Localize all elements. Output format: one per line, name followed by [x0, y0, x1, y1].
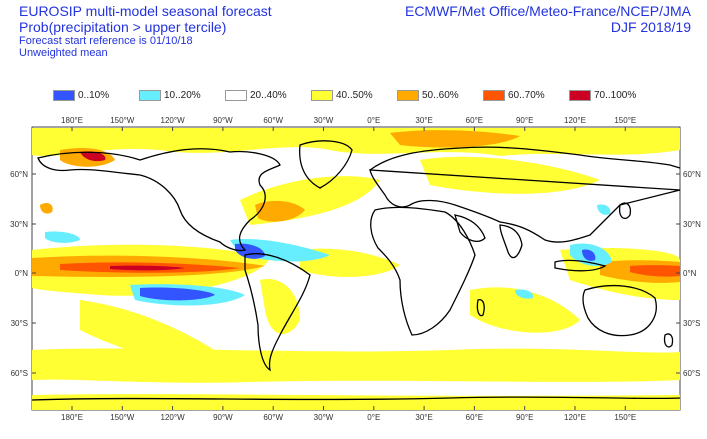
eurasia-coast: [369, 146, 681, 243]
lat-tick-label-right: 60°S: [683, 369, 700, 378]
lat-tick-label-left: 0°N: [15, 269, 29, 278]
lon-tick-label-top: 60°E: [466, 116, 483, 125]
africa-coast: [370, 206, 476, 336]
shade-pacific-blue: [140, 287, 215, 301]
title-right-block: ECMWF/Met Office/Meteo-France/NCEP/JMA D…: [405, 3, 691, 35]
shade-south-pacific-yellow: [80, 300, 230, 363]
shade-s-atlantic-cyan: [515, 289, 534, 299]
lat-tick-label-right: 0°N: [683, 269, 697, 278]
lon-tick-label-top: 120°W: [161, 116, 186, 125]
lon-tick-label-bottom: 150°E: [614, 413, 636, 422]
australia-coast: [582, 284, 657, 337]
shade-n-pacific-orange: [40, 202, 53, 214]
shade-arctic-orange: [390, 130, 520, 148]
lon-tick-label-top: 60°W: [263, 116, 283, 125]
title-block: EUROSIP multi-model seasonal forecast Pr…: [19, 3, 272, 59]
lon-tick-label-top: 150°W: [110, 116, 135, 125]
lon-tick-label-top: 0°E: [367, 116, 380, 125]
legend-swatch: [483, 90, 505, 101]
axis-ticks: 180°E 150°W 120°W 90°W 60°W 30°W 0°E 30°E 60°E 90…: [10, 116, 701, 422]
greenland-coast: [299, 140, 353, 189]
legend-swatch: [225, 90, 247, 101]
legend-label: 40..50%: [336, 90, 373, 101]
lon-tick-label-top: 150°E: [614, 116, 636, 125]
shade-south-america-yellow: [260, 279, 300, 334]
legend-swatch: [53, 90, 75, 101]
weighting-text: Unweighted mean: [19, 47, 108, 59]
shade-southern-ocean-yellow: [32, 348, 680, 383]
shade-antarctic-yellow: [32, 394, 680, 410]
india-coast: [499, 224, 523, 259]
lon-tick-label-bottom: 150°W: [110, 413, 135, 422]
shade-pacific-darkred: [110, 265, 185, 271]
legend-swatch: [569, 90, 591, 101]
antarctica-coast: [31, 396, 681, 401]
legend-label: 10..20%: [164, 90, 201, 101]
lon-tick-label-top: 30°W: [314, 116, 334, 125]
lon-tick-label-bottom: 0°E: [367, 413, 380, 422]
forecast-start-text: Forecast start reference is 01/10/18: [19, 35, 193, 47]
shade-w-pacific-red: [630, 265, 680, 277]
new-zealand-coast: [663, 333, 674, 348]
legend-swatch: [311, 90, 333, 101]
legend-swatch: [397, 90, 419, 101]
lon-tick-label-bottom: 60°W: [263, 413, 283, 422]
lon-tick-label-bottom: 90°W: [213, 413, 233, 422]
lon-tick-label-bottom: 120°E: [564, 413, 586, 422]
lat-tick-label-left: 60°S: [11, 369, 28, 378]
coastlines: [31, 140, 681, 401]
lon-tick-label-bottom: 180°E: [61, 413, 83, 422]
map-subtitle: Prob(precipitation > upper tercile): [19, 19, 227, 35]
map-title: EUROSIP multi-model seasonal forecast: [19, 3, 272, 19]
lat-tick-label-left: 30°N: [10, 220, 28, 229]
lon-tick-label-bottom: 30°W: [314, 413, 334, 422]
season-text: DJF 2018/19: [610, 19, 691, 35]
shade-maritime-blue: [582, 249, 596, 261]
legend-swatch: [139, 90, 161, 101]
south-america-coast: [244, 253, 311, 372]
legend-label: 70..100%: [594, 90, 637, 101]
lon-tick-label-top: 120°E: [564, 116, 586, 125]
lat-tick-label-right: 60°N: [683, 170, 701, 179]
lat-tick-label-right: 30°S: [683, 319, 700, 328]
lat-tick-label-left: 30°S: [11, 319, 28, 328]
japan-coast: [619, 202, 632, 219]
indonesia-coast: [554, 259, 607, 272]
legend-label: 50..60%: [422, 90, 459, 101]
shade-e-pacific-cyan: [45, 231, 80, 243]
lon-tick-label-top: 30°E: [415, 116, 432, 125]
legend-label: 20..40%: [250, 90, 287, 101]
shade-n-atlantic-orange: [255, 200, 305, 222]
madagascar-coast: [476, 299, 485, 317]
centres-text: ECMWF/Met Office/Meteo-France/NCEP/JMA: [404, 3, 691, 19]
lon-tick-label-bottom: 60°E: [466, 413, 483, 422]
lat-tick-label-left: 60°N: [10, 170, 28, 179]
north-america-coast: [37, 148, 281, 252]
lon-tick-label-bottom: 120°W: [161, 413, 186, 422]
legend-label: 60..70%: [508, 90, 545, 101]
shade-eurasia-yellow: [420, 156, 600, 194]
lon-tick-label-top: 90°E: [516, 116, 533, 125]
lon-tick-label-top: 90°W: [213, 116, 233, 125]
lon-tick-label-bottom: 90°E: [516, 413, 533, 422]
shade-alaska-darkred: [80, 151, 106, 162]
legend-label: 0..10%: [78, 90, 110, 101]
arabia-coast: [454, 214, 486, 242]
lat-tick-label-right: 30°N: [683, 220, 701, 229]
shade-china-cyan: [597, 204, 611, 215]
lon-tick-label-bottom: 30°E: [415, 413, 432, 422]
shade-indian-ocean-yellow: [470, 287, 580, 333]
lon-tick-label-top: 180°E: [61, 116, 83, 125]
